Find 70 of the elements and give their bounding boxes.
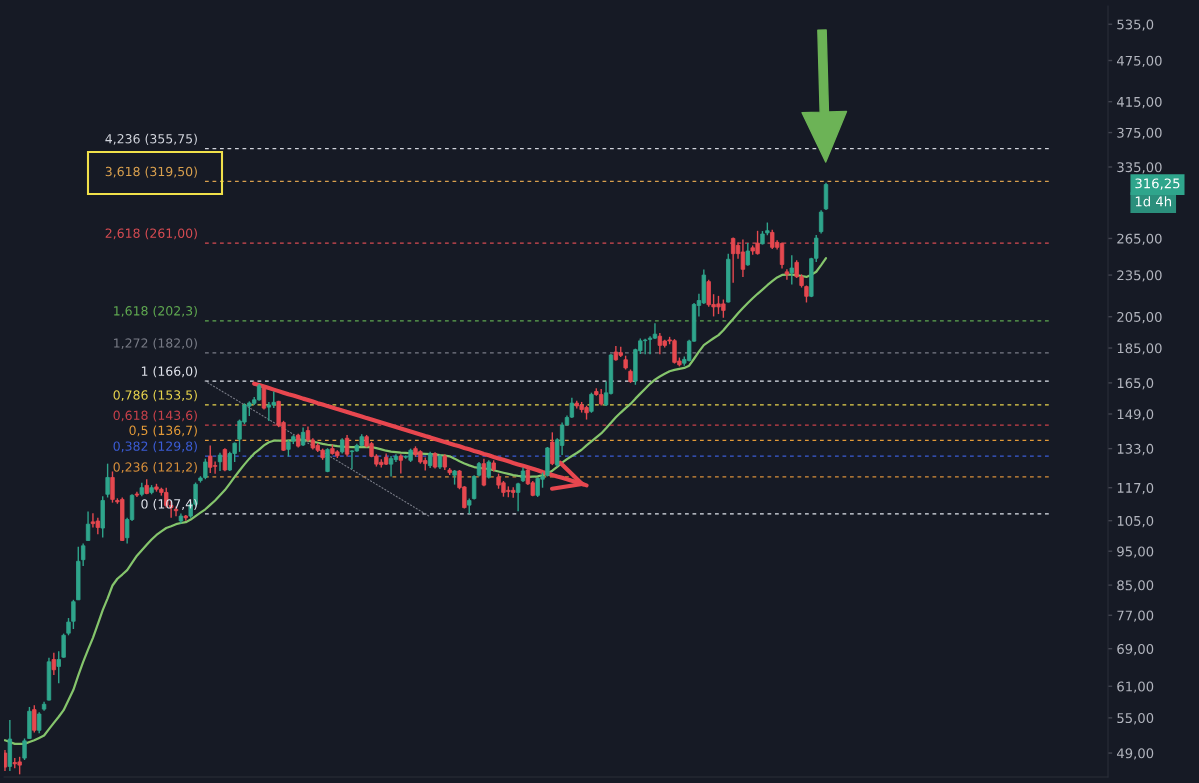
y-tick-label: 149,0 bbox=[1117, 409, 1154, 421]
candlestick bbox=[784, 268, 790, 281]
y-tick-label: 69,00 bbox=[1117, 643, 1154, 656]
line-series bbox=[4, 257, 828, 745]
text: 316,25 bbox=[1135, 178, 1180, 190]
candlestick bbox=[481, 457, 487, 487]
candlestick bbox=[789, 254, 794, 286]
candlestick bbox=[325, 447, 330, 473]
candlestick bbox=[818, 209, 824, 235]
candlestick bbox=[105, 462, 110, 499]
y-tick-label: 375,00 bbox=[1117, 127, 1162, 140]
ref-line-label: 0,5 (136,7) bbox=[129, 425, 197, 437]
candlestick bbox=[4, 749, 8, 772]
ref-line-label: 3,618 (319,50) bbox=[105, 166, 197, 178]
y-tick-label: 415,00 bbox=[1116, 96, 1162, 109]
candlestick bbox=[589, 391, 594, 414]
y-tick-label: 265,00 bbox=[1117, 233, 1162, 245]
candlestick bbox=[730, 236, 736, 284]
y-tick-label: 77,00 bbox=[1117, 610, 1154, 622]
candlestick bbox=[471, 474, 477, 501]
candlestick bbox=[90, 512, 96, 529]
ref-line-label: 0,236 (121,2) bbox=[113, 462, 197, 474]
y-tick-label: 117,0 bbox=[1117, 482, 1154, 495]
candlestick bbox=[217, 452, 223, 472]
candlestick bbox=[344, 434, 350, 458]
y-tick-label: 49,00 bbox=[1116, 748, 1154, 760]
candlestick bbox=[647, 335, 653, 355]
ref-line-label: 2,618 (261,00) bbox=[105, 228, 197, 240]
candlestick bbox=[652, 322, 658, 340]
y-tick-label: 55,00 bbox=[1117, 713, 1154, 725]
ref-line-label: 4,236 (355,75) bbox=[105, 133, 197, 145]
ref-line-label: 0,618 (143,6) bbox=[113, 410, 197, 422]
y-tick-label: 185,00 bbox=[1117, 343, 1162, 355]
candlestick bbox=[85, 510, 91, 542]
candlestick bbox=[56, 650, 61, 684]
candlestick bbox=[745, 242, 750, 267]
y-tick-label: 535,0 bbox=[1117, 19, 1154, 31]
y-tick-label: 165,0 bbox=[1117, 378, 1154, 390]
candlestick bbox=[22, 737, 27, 761]
y-tick-label: 133,0 bbox=[1117, 443, 1154, 456]
line-series bbox=[252, 381, 589, 488]
y-tick-label: 95,00 bbox=[1117, 546, 1154, 558]
y-tick-label: 335,00 bbox=[1117, 162, 1162, 174]
candlestick bbox=[110, 470, 115, 504]
candlestick bbox=[266, 401, 272, 422]
ref-line-label: 1 (166,0) bbox=[141, 366, 197, 378]
y-tick-label: 85,00 bbox=[1117, 580, 1154, 592]
ref-line-label: 1,618 (202,3) bbox=[114, 305, 197, 318]
y-tick-label: 61,00 bbox=[1117, 681, 1154, 693]
candlestick bbox=[779, 241, 785, 270]
candlestick bbox=[51, 652, 57, 676]
candlestick bbox=[740, 238, 746, 278]
candlestick bbox=[61, 632, 66, 659]
candlestick bbox=[37, 711, 42, 734]
ref-line-label: 0,382 (129,8) bbox=[113, 441, 197, 453]
y-tick-label: 205,00 bbox=[1117, 311, 1162, 324]
y-tick-label: 475,00 bbox=[1116, 55, 1162, 68]
y-tick-label: 235,00 bbox=[1117, 270, 1162, 282]
candlestick bbox=[261, 384, 267, 411]
candlestick bbox=[657, 332, 663, 355]
text: 1d 4h bbox=[1135, 196, 1171, 207]
candlestick bbox=[349, 449, 355, 470]
ref-line-label: 0,786 (153,5) bbox=[113, 390, 197, 402]
candlestick bbox=[515, 482, 521, 512]
candlestick bbox=[398, 453, 404, 475]
ref-line-label: 1,272 (182,0) bbox=[114, 338, 197, 350]
candlestick bbox=[32, 704, 37, 734]
candlestick bbox=[550, 431, 555, 466]
candlestick bbox=[388, 455, 394, 478]
y-tick-label: 105,0 bbox=[1117, 515, 1154, 528]
